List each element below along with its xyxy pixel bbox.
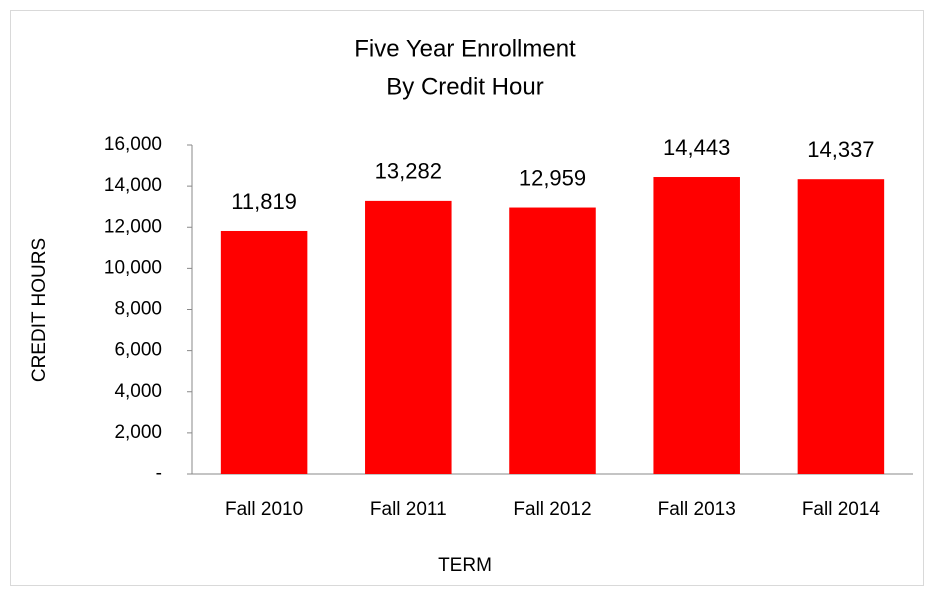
x-tick-label: Fall 2012 [513,499,591,520]
y-axis-label: CREDIT HOURS [29,238,50,382]
chart-border [10,10,924,586]
data-label: 11,819 [231,189,297,214]
y-tick-label: 8,000 [114,299,162,320]
y-tick-label: 10,000 [104,257,162,278]
bar [220,230,308,474]
data-label: 13,282 [375,159,442,184]
y-tick-label: 6,000 [114,340,162,361]
y-tick-label: - [156,463,162,484]
data-label: 14,443 [663,135,730,160]
y-tick-label: 14,000 [104,175,162,196]
x-tick-label: Fall 2010 [225,499,303,520]
chart-subtitle: By Credit Hour [386,73,543,100]
bar [509,207,596,474]
data-label: 12,959 [519,165,586,190]
y-tick-label: 12,000 [104,216,162,237]
bar [653,177,740,474]
y-tick-label: 2,000 [114,422,162,443]
data-label: 14,337 [807,137,874,162]
x-tick-label: Fall 2011 [370,499,447,520]
bar [797,179,885,474]
bar [365,200,452,475]
x-tick-label: Fall 2014 [802,499,881,520]
y-tick-label: 4,000 [114,381,162,402]
chart-title: Five Year Enrollment [354,35,576,62]
y-tick-label: 16,000 [104,134,162,155]
x-tick-label: Fall 2013 [658,499,736,520]
x-axis-label: TERM [438,555,492,576]
